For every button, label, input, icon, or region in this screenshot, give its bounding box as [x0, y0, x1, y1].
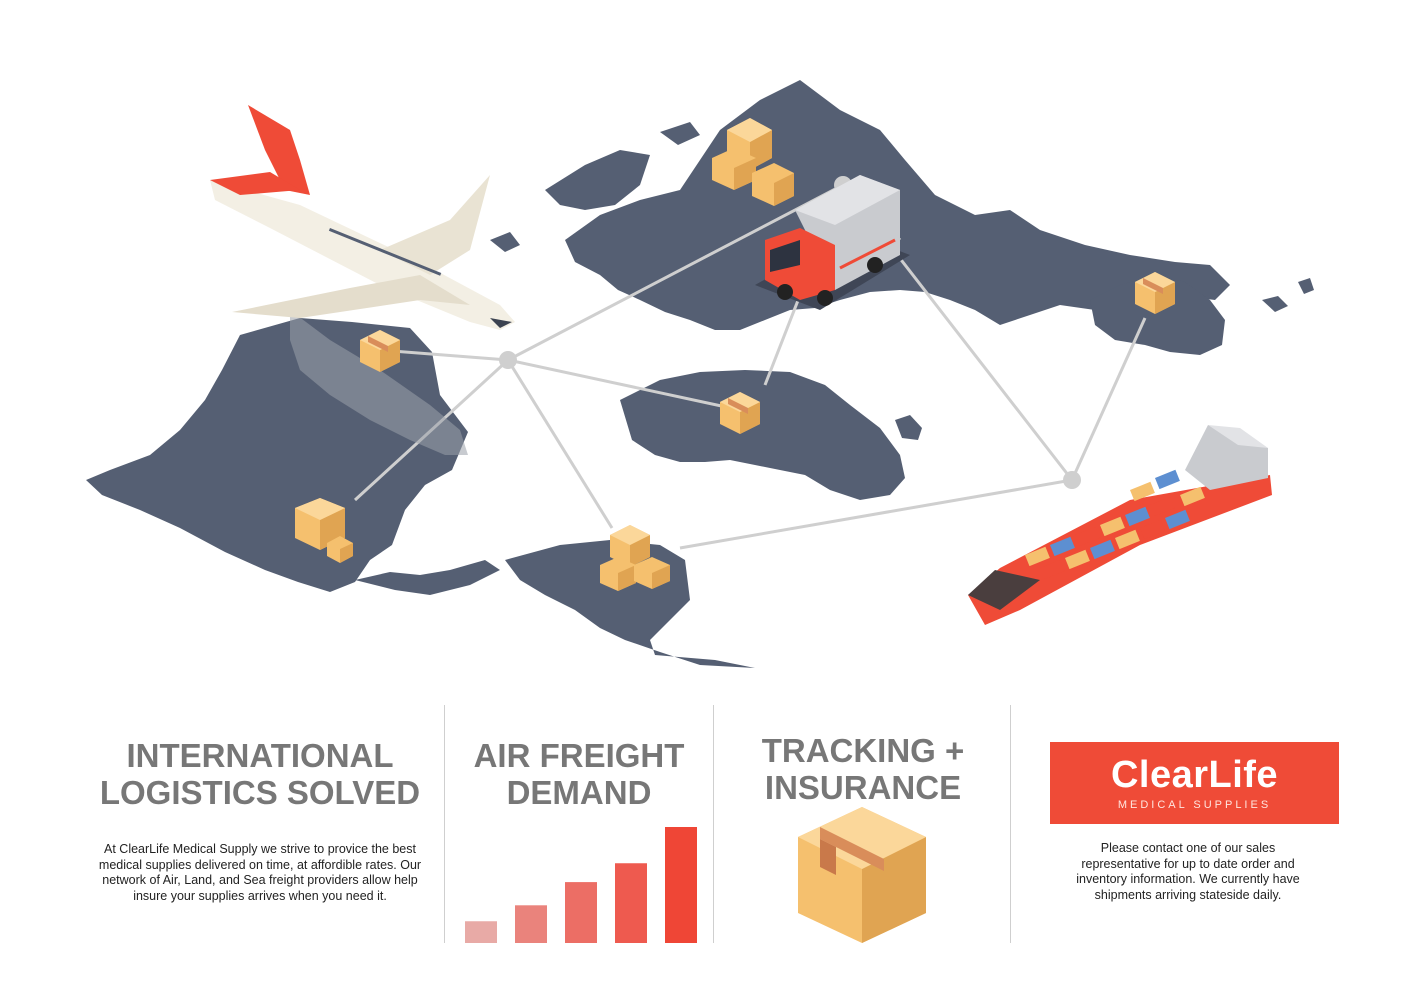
logistics-illustration	[86, 80, 1314, 668]
central-america-map	[355, 560, 500, 595]
package-stack-icon	[712, 118, 794, 206]
chart-bar	[665, 827, 697, 943]
air-freight-title: AIR FREIGHT DEMAND	[448, 737, 710, 812]
contact-panel: ClearLife MEDICAL SUPPLIES Please contac…	[1015, 705, 1365, 945]
panel-divider	[713, 705, 714, 943]
island-map	[1262, 296, 1288, 312]
logistics-panel: INTERNATIONAL LOGISTICS SOLVED At ClearL…	[90, 705, 430, 945]
air-freight-title-line1: AIR FREIGHT	[473, 737, 685, 774]
tracking-panel: TRACKING + INSURANCE	[718, 705, 1008, 945]
package-icon	[1135, 272, 1175, 314]
madagascar-map	[895, 415, 922, 440]
island-map	[490, 232, 520, 252]
logo-tagline: MEDICAL SUPPLIES	[1117, 799, 1272, 811]
air-freight-demand-chart	[465, 827, 697, 943]
air-freight-title-line2: DEMAND	[506, 773, 652, 811]
island-map	[660, 122, 700, 145]
logistics-title: INTERNATIONAL LOGISTICS SOLVED	[90, 737, 430, 812]
tracking-title-line2: INSURANCE	[764, 768, 962, 806]
package-stack-icon	[600, 525, 670, 591]
africa-map	[620, 370, 905, 500]
north-america-map	[86, 318, 468, 592]
panel-divider	[444, 705, 445, 943]
tracking-title-line1: TRACKING +	[761, 732, 965, 769]
airplane-icon	[210, 105, 515, 330]
logistics-description: At ClearLife Medical Supply we strive to…	[98, 842, 422, 903]
panel-divider	[1010, 705, 1011, 943]
island-map	[1298, 278, 1314, 294]
south-america-map	[505, 540, 755, 668]
chart-bar	[565, 882, 597, 943]
package-box-icon	[798, 807, 926, 943]
logo-name: ClearLife	[1110, 754, 1279, 796]
cargo-ship-icon	[968, 425, 1272, 625]
logistics-title-line2: LOGISTICS SOLVED	[99, 773, 421, 811]
tracking-title: TRACKING + INSURANCE	[718, 732, 1008, 807]
australia-map	[1090, 275, 1225, 355]
clearlife-logo: ClearLife MEDICAL SUPPLIES	[1050, 742, 1339, 824]
chart-bar	[615, 863, 647, 943]
greenland-map	[545, 150, 650, 210]
contact-description: Please contact one of our sales represen…	[1076, 841, 1300, 902]
air-freight-panel: AIR FREIGHT DEMAND	[448, 705, 710, 945]
chart-bar	[465, 921, 497, 943]
truck-icon	[755, 175, 910, 310]
package-icon	[720, 392, 760, 434]
world-map	[86, 80, 1314, 668]
package-stack-icon	[295, 498, 353, 563]
logistics-title-line1: INTERNATIONAL	[126, 737, 394, 774]
chart-bar	[515, 905, 547, 943]
airplane-shadow	[290, 310, 468, 455]
package-icon	[360, 330, 400, 372]
